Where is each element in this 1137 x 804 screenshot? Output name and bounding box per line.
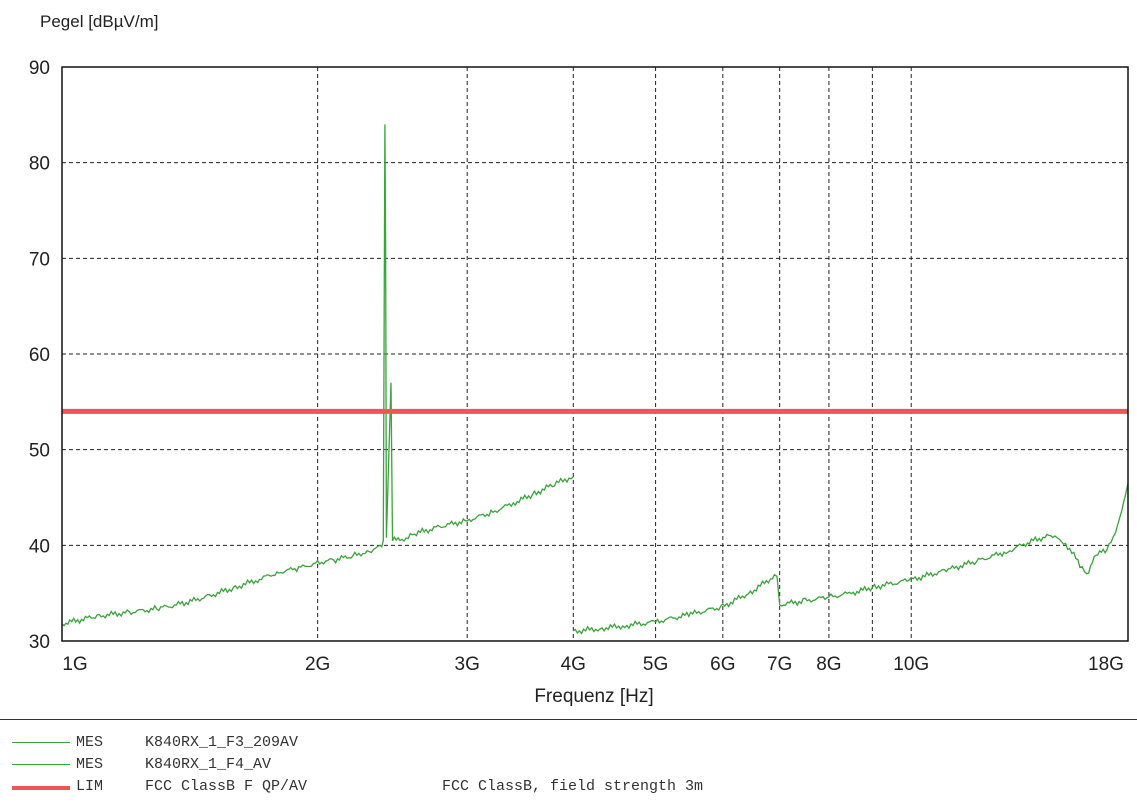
legend-name: K840RX_1_F4_AV (145, 756, 272, 773)
grid (62, 67, 1128, 641)
y-axis-label: Pegel [dBµV/m] (40, 12, 158, 31)
legend-name: FCC ClassB F QP/AV (145, 778, 308, 795)
x-ticks: 1G 2G 3G 4G 5G 6G 7G 8G 10G 18G (62, 654, 1124, 675)
legend-tag: LIM (76, 778, 104, 795)
legend-separator (0, 719, 1137, 720)
measurement-line-1 (61, 124, 574, 627)
x-tick-label: 6G (710, 654, 735, 675)
plot-frame (61, 66, 1129, 642)
x-tick-label: 3G (455, 654, 480, 675)
y-tick-label: 50 (29, 441, 50, 462)
x-tick-label: 5G (643, 654, 668, 675)
series-layer (61, 124, 1129, 635)
emission-chart: Pegel [dBµV/m] 30 40 50 60 70 80 90 1G 2G 3G 4G 5G… (29, 12, 1129, 707)
x-tick-label: 2G (305, 654, 330, 675)
x-tick-label: 18G (1088, 654, 1124, 675)
x-tick-label: 4G (561, 654, 586, 675)
legend-tag: MES (76, 756, 104, 773)
legend-swatch (12, 742, 70, 743)
legend-swatch (12, 786, 70, 790)
y-tick-label: 60 (29, 345, 50, 366)
x-axis-label: Frequenz [Hz] (534, 686, 653, 707)
measurement-line-2 (572, 482, 1129, 635)
x-tick-label: 10G (893, 654, 929, 675)
x-tick-label: 8G (816, 654, 841, 675)
x-tick-label: 1G (62, 654, 87, 675)
x-tick-label: 7G (767, 654, 792, 675)
y-tick-label: 40 (29, 536, 50, 557)
y-tick-label: 80 (29, 154, 50, 175)
legend-swatch (12, 764, 70, 765)
legend-entry: MES K840RX_1_F4_AV (12, 754, 1112, 776)
y-tick-label: 90 (29, 58, 50, 79)
legend-tag: MES (76, 734, 104, 751)
legend-description: FCC ClassB, field strength 3m (442, 778, 704, 795)
y-ticks: 30 40 50 60 70 80 90 (29, 58, 50, 653)
legend-entry: LIM FCC ClassB F QP/AV FCC ClassB, field s… (12, 776, 1112, 798)
y-tick-label: 70 (29, 249, 50, 270)
legend: MES K840RX_1_F3_209AV MES K840RX_1_F4_AV LIM… (12, 732, 1112, 798)
legend-name: K840RX_1_F3_209AV (145, 734, 299, 751)
legend-entry: MES K840RX_1_F3_209AV (12, 732, 1112, 754)
y-tick-label: 30 (29, 632, 50, 653)
